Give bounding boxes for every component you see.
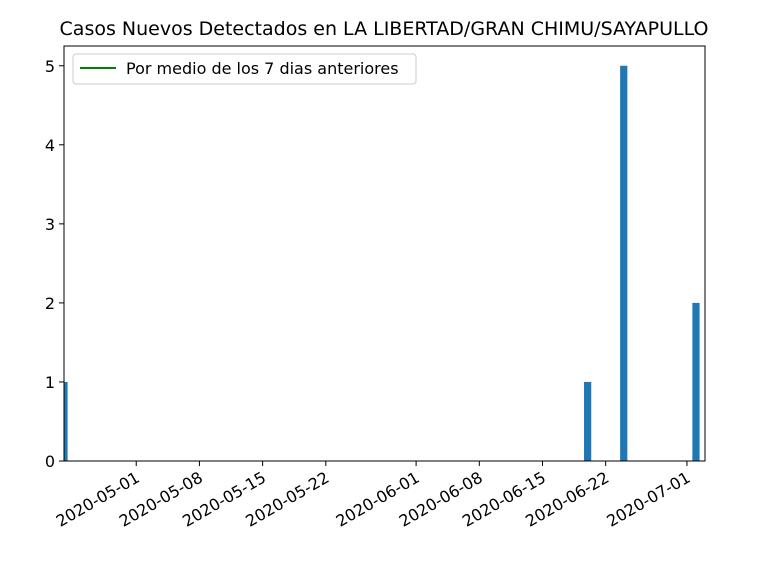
y-tick-label: 1 [45, 373, 55, 392]
legend: Por medio de los 7 dias anteriores [72, 53, 417, 85]
y-tick-label: 4 [45, 136, 55, 155]
plot-area [64, 65, 700, 461]
chart-title: Casos Nuevos Detectados en LA LIBERTAD/G… [60, 18, 709, 40]
bar-2020-07-02 [692, 302, 700, 461]
y-tick-label: 0 [45, 452, 55, 471]
legend-label: Por medio de los 7 dias anteriores [126, 59, 399, 78]
x-axis: 2020-05-012020-05-082020-05-152020-05-22… [53, 461, 693, 531]
plot-frame [63, 45, 706, 462]
bar-2020-06-20 [584, 381, 592, 461]
y-axis: 0 1 2 3 4 5 [45, 57, 64, 471]
bar-2020-06-24 [620, 65, 628, 461]
bar-2020-04-23 [64, 381, 68, 461]
x-tick-label: 2020-07-01 [603, 468, 693, 531]
y-tick-label: 3 [45, 215, 55, 234]
legend-box [72, 53, 417, 85]
y-tick-label: 2 [45, 294, 55, 313]
y-tick-label: 5 [45, 57, 55, 76]
